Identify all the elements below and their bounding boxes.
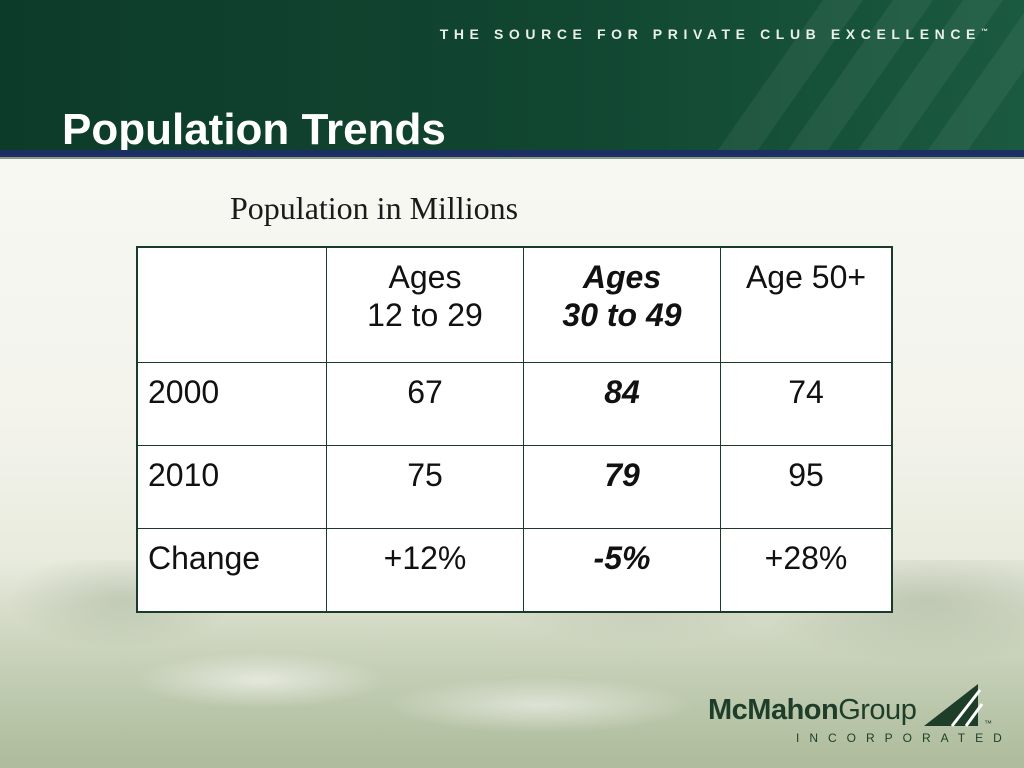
table-cell: 75 <box>326 445 524 529</box>
row-label: 2010 <box>136 445 327 529</box>
page-title: Population Trends <box>62 105 446 152</box>
table-cell: 67 <box>326 362 524 446</box>
header-cell-age-50-plus: Age 50+ <box>720 246 893 363</box>
header-cell-empty <box>136 246 327 363</box>
tagline: THE SOURCE FOR PRIVATE CLUB EXCELLENCE™ <box>439 26 988 42</box>
header-cell-ages-30-49: Ages 30 to 49 <box>523 246 721 363</box>
triangle-flag-icon: ™ <box>924 684 992 728</box>
table-row: 2010 75 79 95 <box>136 445 893 529</box>
logo-wordmark: McMahonGroup <box>708 694 917 726</box>
table-cell: 79 <box>523 445 721 529</box>
company-logo: McMahonGroup ™ INCORPORATED <box>708 682 1002 752</box>
header-banner: THE SOURCE FOR PRIVATE CLUB EXCELLENCE™ … <box>0 0 1024 152</box>
table-cell: 95 <box>720 445 893 529</box>
logo-subtitle: INCORPORATED <box>796 731 1012 745</box>
table-header-row: Ages 12 to 29 Ages 30 to 49 Age 50+ <box>136 246 893 363</box>
tagline-trademark: ™ <box>981 28 988 36</box>
table-cell: +12% <box>326 528 524 613</box>
table-row: Change +12% -5% +28% <box>136 528 893 613</box>
header-cell-ages-12-29: Ages 12 to 29 <box>326 246 524 363</box>
row-label: 2000 <box>136 362 327 446</box>
population-table: Ages 12 to 29 Ages 30 to 49 Age 50+ 2000 6… <box>136 246 893 613</box>
table-cell: 74 <box>720 362 893 446</box>
row-label: Change <box>136 528 327 613</box>
table-cell: 84 <box>523 362 721 446</box>
header-rule <box>0 150 1024 159</box>
table-cell: -5% <box>523 528 721 613</box>
table-row: 2000 67 84 74 <box>136 362 893 446</box>
table-cell: +28% <box>720 528 893 613</box>
logo-trademark: ™ <box>984 719 992 728</box>
table-caption: Population in Millions <box>230 190 519 226</box>
